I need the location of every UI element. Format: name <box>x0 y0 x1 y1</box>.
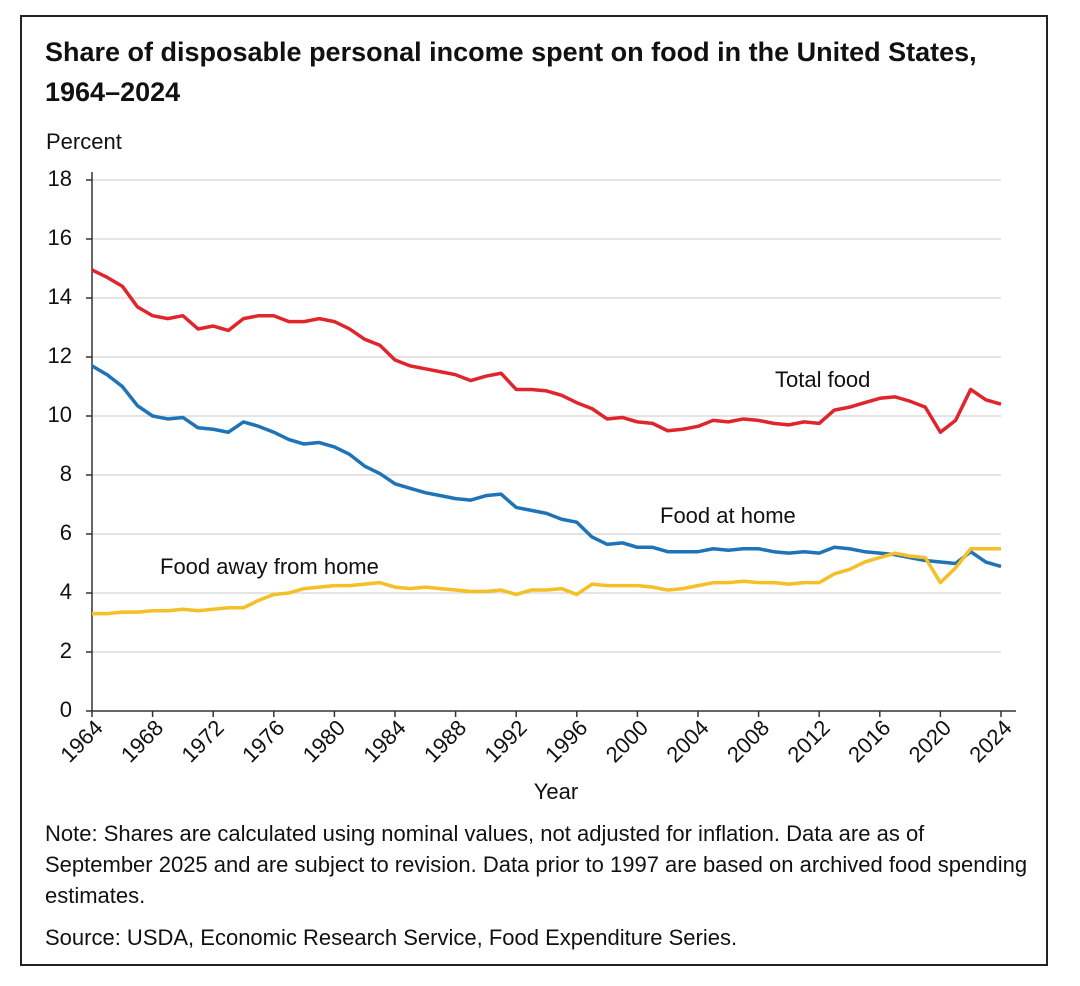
x-axis-label: Year <box>534 779 578 804</box>
frame <box>20 15 1048 966</box>
x-tick-label: 1976 <box>237 715 289 767</box>
x-tick-label: 2008 <box>722 715 774 767</box>
y-axis-label: Percent <box>46 129 122 154</box>
y-tick-label: 16 <box>48 225 72 250</box>
y-tick-label: 18 <box>48 166 72 191</box>
y-tick-label: 2 <box>60 638 72 663</box>
series-line <box>91 268 1002 434</box>
y-tick-label: 0 <box>60 697 72 722</box>
y-tick-label: 6 <box>60 520 72 545</box>
series-label: Food away from home <box>160 554 379 579</box>
x-tick-label: 1964 <box>55 715 107 767</box>
x-tick-label: 2000 <box>601 715 653 767</box>
x-tick-label: 2016 <box>843 715 895 767</box>
x-tick-label: 2004 <box>661 715 713 767</box>
series-label: Total food <box>775 367 870 392</box>
x-tick-label: 2012 <box>783 715 835 767</box>
x-tick-label: 1980 <box>298 715 350 767</box>
y-tick-label: 8 <box>60 461 72 486</box>
series-line <box>91 364 1002 569</box>
chart-title: Share of disposable personal income spen… <box>45 37 977 107</box>
y-tick-label: 12 <box>48 343 72 368</box>
series-line <box>92 547 1001 616</box>
x-tick-label: 2020 <box>904 715 956 767</box>
x-tick-label: 1992 <box>480 715 532 767</box>
source: Source: USDA, Economic Research Service,… <box>45 925 738 950</box>
note: Note: Shares are calculated using nomina… <box>45 821 1028 908</box>
x-tick-label: 1972 <box>177 715 229 767</box>
x-tick-label: 1996 <box>540 715 592 767</box>
x-tick-label: 1968 <box>116 715 168 767</box>
x-tick-label: 2024 <box>964 715 1016 767</box>
x-tick-label: 1984 <box>358 715 410 767</box>
y-tick-label: 4 <box>60 579 72 604</box>
x-tick-label: 1988 <box>419 715 471 767</box>
series-label: Food at home <box>660 503 796 528</box>
y-tick-label: 14 <box>48 284 72 309</box>
y-tick-label: 10 <box>48 402 72 427</box>
